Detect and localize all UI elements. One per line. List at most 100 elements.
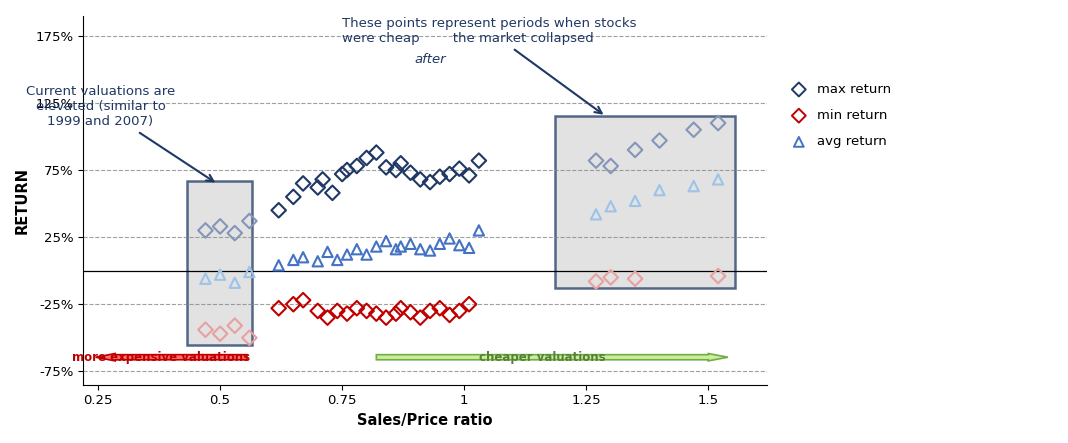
Point bbox=[441, 311, 458, 319]
Point bbox=[451, 241, 468, 249]
Point bbox=[388, 310, 405, 317]
Point bbox=[686, 183, 703, 190]
Point bbox=[339, 167, 356, 174]
Point bbox=[392, 243, 409, 250]
Text: more expensive valuations: more expensive valuations bbox=[73, 351, 251, 364]
Point bbox=[295, 297, 312, 304]
Point bbox=[378, 314, 395, 321]
Point bbox=[587, 211, 604, 218]
Point bbox=[470, 227, 487, 234]
Point bbox=[587, 278, 604, 285]
Point bbox=[197, 326, 214, 333]
Text: These points represent periods when stocks
were cheap            the market coll: These points represent periods when stoc… bbox=[342, 17, 637, 113]
Point bbox=[295, 180, 312, 187]
Point bbox=[319, 249, 336, 256]
Point bbox=[431, 305, 449, 312]
Point bbox=[412, 246, 429, 253]
Point bbox=[348, 163, 365, 170]
Point bbox=[226, 229, 244, 237]
Point bbox=[460, 172, 477, 179]
Point bbox=[441, 171, 458, 178]
X-axis label: Sales/Price ratio: Sales/Price ratio bbox=[358, 413, 493, 428]
Point bbox=[348, 246, 365, 253]
Text: cheaper valuations: cheaper valuations bbox=[480, 351, 606, 364]
Point bbox=[402, 309, 419, 316]
Point bbox=[324, 189, 341, 196]
Point bbox=[627, 197, 644, 204]
Point bbox=[451, 165, 468, 172]
Point bbox=[241, 268, 258, 276]
Point bbox=[627, 146, 644, 153]
Point bbox=[348, 305, 365, 312]
Point bbox=[587, 157, 604, 164]
Point bbox=[211, 330, 229, 337]
Point bbox=[319, 314, 336, 321]
Point bbox=[295, 254, 312, 261]
Bar bbox=[554, 117, 735, 288]
Point bbox=[314, 176, 331, 183]
Point bbox=[339, 310, 356, 317]
Point bbox=[329, 256, 346, 264]
Point bbox=[285, 301, 302, 308]
Point bbox=[709, 176, 726, 183]
Point bbox=[358, 251, 375, 258]
Point bbox=[333, 171, 350, 178]
Legend: max return, min return, avg return: max return, min return, avg return bbox=[781, 78, 897, 154]
Point bbox=[226, 322, 244, 329]
Point bbox=[451, 307, 468, 315]
Point bbox=[388, 246, 405, 253]
Point bbox=[709, 120, 726, 127]
Point bbox=[651, 187, 669, 194]
FancyArrow shape bbox=[376, 354, 728, 361]
Point bbox=[367, 243, 384, 250]
Point bbox=[270, 207, 287, 214]
Y-axis label: RETURN: RETURN bbox=[15, 167, 30, 234]
Point bbox=[197, 227, 214, 234]
Point bbox=[651, 137, 669, 144]
Point bbox=[285, 193, 302, 200]
Point bbox=[310, 258, 327, 265]
Point bbox=[441, 235, 458, 242]
Point bbox=[602, 163, 619, 170]
Point bbox=[627, 275, 644, 282]
Point bbox=[226, 279, 244, 286]
Point bbox=[402, 169, 419, 176]
Point bbox=[310, 307, 327, 315]
Point bbox=[367, 310, 384, 317]
Point bbox=[339, 251, 356, 258]
Point bbox=[431, 173, 449, 180]
Point bbox=[241, 218, 258, 225]
Point bbox=[422, 307, 439, 315]
Point bbox=[285, 256, 302, 264]
FancyArrow shape bbox=[96, 354, 247, 361]
Point bbox=[402, 240, 419, 247]
Point bbox=[270, 262, 287, 269]
Point bbox=[470, 157, 487, 164]
Point bbox=[412, 314, 429, 321]
Point bbox=[709, 272, 726, 280]
Point bbox=[378, 237, 395, 245]
Point bbox=[358, 307, 375, 315]
Point bbox=[602, 274, 619, 281]
Text: after: after bbox=[414, 53, 446, 66]
Point bbox=[241, 334, 258, 341]
Point bbox=[270, 305, 287, 312]
Point bbox=[211, 271, 229, 278]
Point bbox=[422, 179, 439, 186]
Point bbox=[460, 244, 477, 251]
Point bbox=[388, 167, 405, 174]
Point bbox=[310, 184, 327, 191]
Point bbox=[431, 240, 449, 247]
Point bbox=[602, 203, 619, 210]
Point bbox=[197, 275, 214, 282]
Bar bbox=[187, 182, 252, 345]
Point bbox=[211, 223, 229, 230]
Text: Current valuations are
elevated (similar to
1999 and 2007): Current valuations are elevated (similar… bbox=[26, 85, 214, 181]
Point bbox=[367, 149, 384, 156]
Point bbox=[412, 176, 429, 183]
Point bbox=[686, 126, 703, 133]
Point bbox=[422, 247, 439, 254]
Point bbox=[378, 164, 395, 171]
Point bbox=[358, 155, 375, 162]
Point bbox=[460, 301, 477, 308]
